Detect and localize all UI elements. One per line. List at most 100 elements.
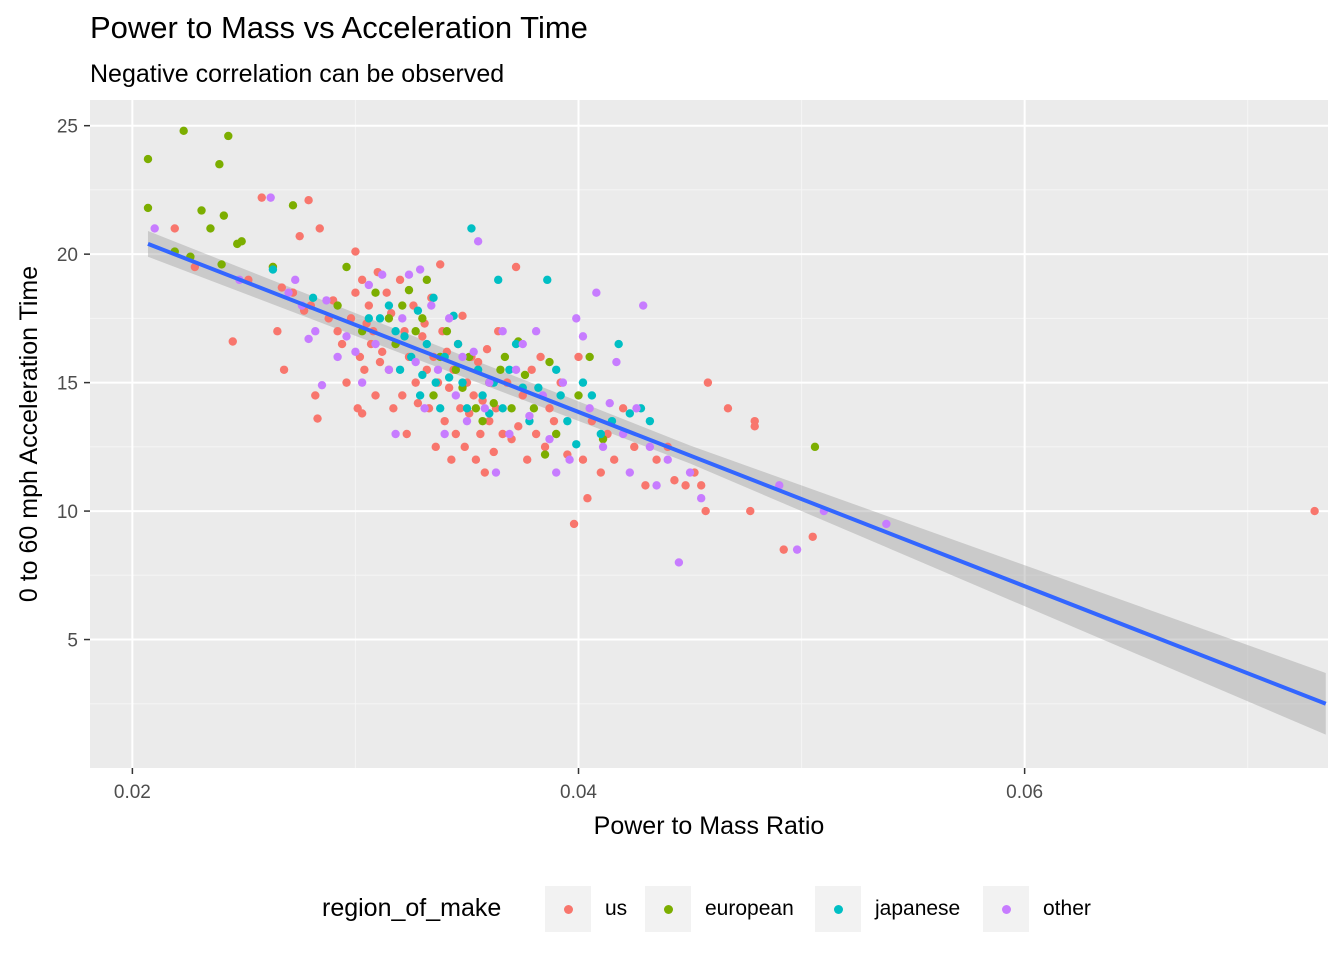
point-us xyxy=(578,455,588,464)
point-other xyxy=(342,332,351,341)
point-other xyxy=(371,339,380,349)
point-us xyxy=(681,481,690,490)
point-japanese xyxy=(415,391,425,400)
point-japanese xyxy=(364,314,374,323)
point-japanese xyxy=(413,306,423,315)
point-us xyxy=(279,365,289,374)
point-other xyxy=(518,339,527,349)
point-us xyxy=(723,404,733,413)
x-axis-title: Power to Mass Ratio xyxy=(594,812,825,840)
point-japanese xyxy=(645,416,655,426)
point-us xyxy=(351,247,360,256)
point-us xyxy=(574,352,583,362)
x-tick-label: 0.04 xyxy=(560,782,597,803)
legend-key xyxy=(983,886,1029,932)
point-us xyxy=(779,545,788,554)
point-other xyxy=(322,296,331,305)
point-us xyxy=(808,532,817,541)
point-japanese xyxy=(534,383,543,392)
major-gridlines xyxy=(90,100,1328,768)
point-us xyxy=(536,352,545,362)
point-other xyxy=(150,224,159,233)
point-us xyxy=(444,383,454,392)
point-us xyxy=(170,224,179,233)
point-other xyxy=(531,327,541,336)
point-other xyxy=(498,327,507,336)
point-us xyxy=(569,519,579,529)
point-japanese xyxy=(462,404,472,413)
point-us xyxy=(360,365,369,374)
point-japanese xyxy=(572,440,581,449)
legend-key xyxy=(645,886,691,932)
point-japanese xyxy=(375,314,385,323)
point-other xyxy=(612,357,621,367)
point-other xyxy=(364,280,374,290)
point-japanese xyxy=(505,365,514,374)
point-japanese xyxy=(614,339,623,349)
point-other xyxy=(632,404,641,413)
point-us xyxy=(375,357,385,367)
point-other xyxy=(552,468,561,477)
point-european xyxy=(342,262,351,272)
point-us xyxy=(351,288,360,297)
point-european xyxy=(411,327,420,336)
point-other xyxy=(458,352,467,362)
point-us xyxy=(228,337,237,346)
point-other xyxy=(638,301,648,310)
point-us xyxy=(1310,506,1319,516)
point-us xyxy=(431,442,440,452)
point-us xyxy=(389,404,398,413)
point-european xyxy=(143,203,153,213)
point-other xyxy=(652,481,661,490)
chart-subtitle: Negative correlation can be observed xyxy=(90,60,505,88)
point-other xyxy=(685,468,695,477)
point-other xyxy=(317,380,327,390)
point-european xyxy=(496,365,505,374)
point-other xyxy=(663,455,672,464)
point-european xyxy=(219,211,229,220)
point-european xyxy=(529,404,539,413)
point-japanese xyxy=(596,429,606,439)
point-japanese xyxy=(429,293,438,303)
legend-title: region_of_make xyxy=(322,894,502,922)
point-other xyxy=(284,288,293,297)
legend-dot xyxy=(564,905,573,914)
point-other xyxy=(357,378,367,387)
point-us xyxy=(315,224,324,233)
point-european xyxy=(288,201,298,210)
point-us xyxy=(436,260,445,269)
point-us xyxy=(696,481,706,490)
point-us xyxy=(482,345,492,354)
point-us xyxy=(411,378,420,387)
point-european xyxy=(489,398,498,408)
point-us xyxy=(277,283,287,292)
point-european xyxy=(215,160,224,169)
point-japanese xyxy=(436,404,445,413)
point-us xyxy=(357,275,367,285)
point-other xyxy=(444,314,454,323)
point-european xyxy=(418,314,427,323)
point-japanese xyxy=(458,378,467,387)
legend: region_of_make us european japanese othe… xyxy=(0,884,1344,934)
point-other xyxy=(351,347,360,356)
point-us xyxy=(257,193,266,202)
y-axis-title: 0 to 60 mph Acceleration Time xyxy=(15,266,43,602)
point-us xyxy=(273,327,282,336)
point-japanese xyxy=(511,339,521,349)
point-european xyxy=(384,314,394,323)
point-us xyxy=(440,416,449,426)
legend-dot xyxy=(834,905,843,914)
point-european xyxy=(471,404,481,413)
point-us xyxy=(342,378,351,387)
point-us xyxy=(652,455,661,464)
point-other xyxy=(592,288,601,297)
point-us xyxy=(545,404,554,413)
point-european xyxy=(371,288,380,297)
point-european xyxy=(206,224,215,233)
point-european xyxy=(143,154,153,164)
point-other xyxy=(433,365,443,374)
point-us xyxy=(337,339,347,349)
point-european xyxy=(451,365,461,374)
point-other xyxy=(645,442,655,452)
point-other xyxy=(578,332,588,341)
